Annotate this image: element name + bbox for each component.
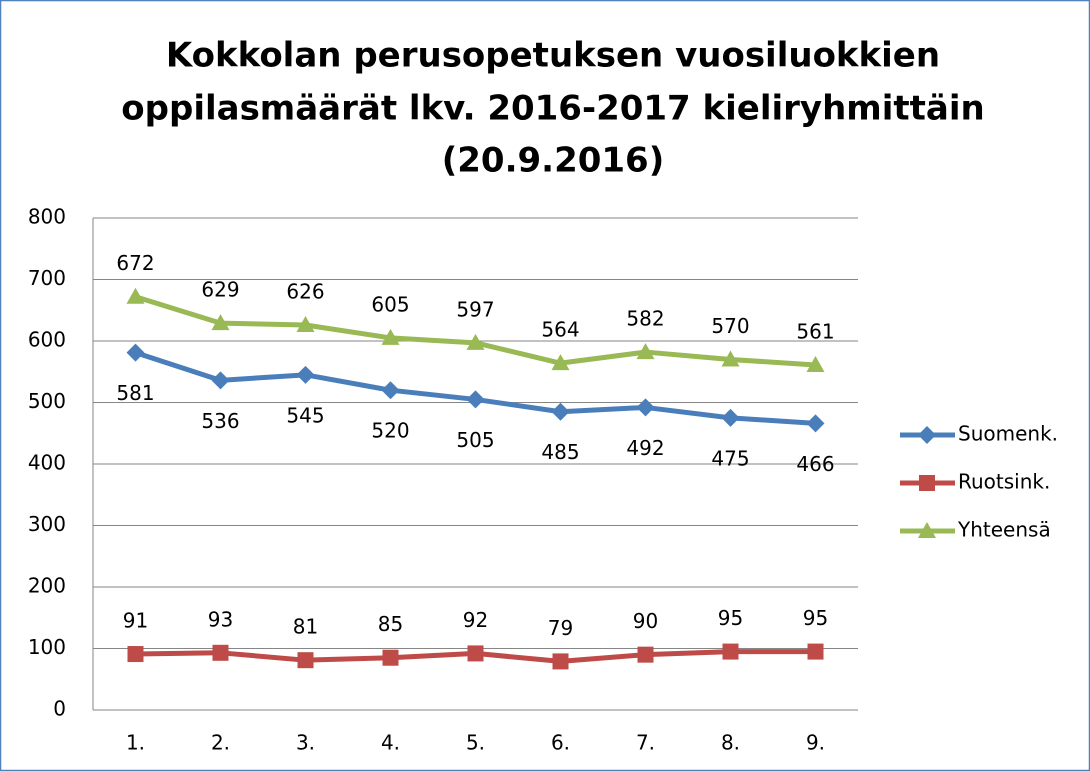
data-point bbox=[296, 365, 315, 384]
legend-marker bbox=[918, 426, 936, 444]
data-point bbox=[637, 646, 654, 663]
data-point bbox=[211, 314, 230, 331]
data-label: 92 bbox=[463, 608, 488, 632]
x-tick-label: 9. bbox=[806, 731, 825, 755]
legend-label: Yhteensä bbox=[957, 518, 1051, 542]
legend-marker bbox=[918, 522, 936, 538]
data-label: 581 bbox=[116, 381, 154, 405]
data-label: 95 bbox=[803, 606, 828, 630]
x-tick-label: 5. bbox=[466, 731, 485, 755]
data-point bbox=[212, 644, 229, 661]
y-tick-label: 400 bbox=[28, 451, 66, 475]
y-tick-label: 500 bbox=[28, 389, 66, 413]
data-label: 79 bbox=[548, 616, 573, 640]
data-point bbox=[126, 343, 145, 362]
data-label: 626 bbox=[286, 280, 324, 304]
data-point bbox=[807, 643, 824, 660]
legend-marker bbox=[919, 475, 935, 491]
data-point bbox=[381, 328, 400, 345]
data-label: 520 bbox=[371, 419, 409, 443]
data-label: 475 bbox=[711, 446, 749, 470]
data-label: 91 bbox=[123, 609, 148, 633]
data-point bbox=[211, 371, 230, 390]
y-tick-label: 0 bbox=[53, 697, 66, 721]
data-point bbox=[381, 381, 400, 400]
data-point bbox=[721, 350, 740, 367]
data-label: 95 bbox=[718, 606, 743, 630]
data-label: 561 bbox=[796, 319, 834, 343]
y-tick-label: 100 bbox=[28, 635, 66, 659]
data-point bbox=[806, 414, 825, 433]
y-tick-label: 800 bbox=[28, 205, 66, 229]
data-point bbox=[126, 287, 145, 304]
data-label: 629 bbox=[201, 278, 239, 302]
y-tick-label: 200 bbox=[28, 574, 66, 598]
data-label: 90 bbox=[633, 609, 658, 633]
data-point bbox=[806, 355, 825, 372]
y-tick-label: 600 bbox=[28, 328, 66, 352]
data-point bbox=[467, 645, 484, 662]
data-point bbox=[636, 343, 655, 360]
y-tick-label: 300 bbox=[28, 512, 66, 536]
x-tick-label: 3. bbox=[296, 731, 315, 755]
data-label: 536 bbox=[201, 409, 239, 433]
data-label: 570 bbox=[711, 314, 749, 338]
data-point bbox=[722, 643, 739, 660]
data-label: 564 bbox=[541, 318, 579, 342]
data-label: 605 bbox=[371, 292, 409, 316]
data-point bbox=[466, 333, 485, 350]
x-tick-label: 4. bbox=[381, 731, 400, 755]
data-point bbox=[297, 652, 314, 669]
data-point bbox=[551, 354, 570, 371]
chart-title: oppilasmäärät lkv. 2016-2017 kieliryhmit… bbox=[121, 89, 984, 129]
x-tick-label: 6. bbox=[551, 731, 570, 755]
x-tick-label: 2. bbox=[211, 731, 230, 755]
legend-label: Ruotsink. bbox=[958, 470, 1050, 494]
data-point bbox=[296, 316, 315, 333]
data-label: 492 bbox=[626, 436, 664, 460]
data-point bbox=[636, 398, 655, 417]
data-point bbox=[382, 649, 399, 666]
data-point bbox=[466, 390, 485, 409]
data-label: 466 bbox=[796, 452, 834, 476]
data-label: 505 bbox=[456, 428, 494, 452]
data-point bbox=[127, 646, 144, 663]
data-label: 672 bbox=[116, 251, 154, 275]
data-label: 85 bbox=[378, 612, 403, 636]
data-label: 545 bbox=[286, 403, 324, 427]
chart-title: (20.9.2016) bbox=[442, 141, 665, 181]
chart-title: Kokkolan perusopetuksen vuosiluokkien bbox=[166, 36, 940, 76]
x-tick-label: 7. bbox=[636, 731, 655, 755]
x-tick-label: 1. bbox=[126, 731, 145, 755]
data-label: 582 bbox=[626, 307, 664, 331]
data-point bbox=[552, 653, 569, 670]
data-label: 93 bbox=[208, 607, 233, 631]
data-point bbox=[551, 402, 570, 421]
x-tick-label: 8. bbox=[721, 731, 740, 755]
y-tick-label: 700 bbox=[28, 266, 66, 290]
legend-label: Suomenk. bbox=[958, 422, 1058, 446]
data-label: 485 bbox=[541, 440, 579, 464]
data-label: 597 bbox=[456, 297, 494, 321]
data-point bbox=[721, 408, 740, 427]
data-label: 81 bbox=[293, 615, 318, 639]
